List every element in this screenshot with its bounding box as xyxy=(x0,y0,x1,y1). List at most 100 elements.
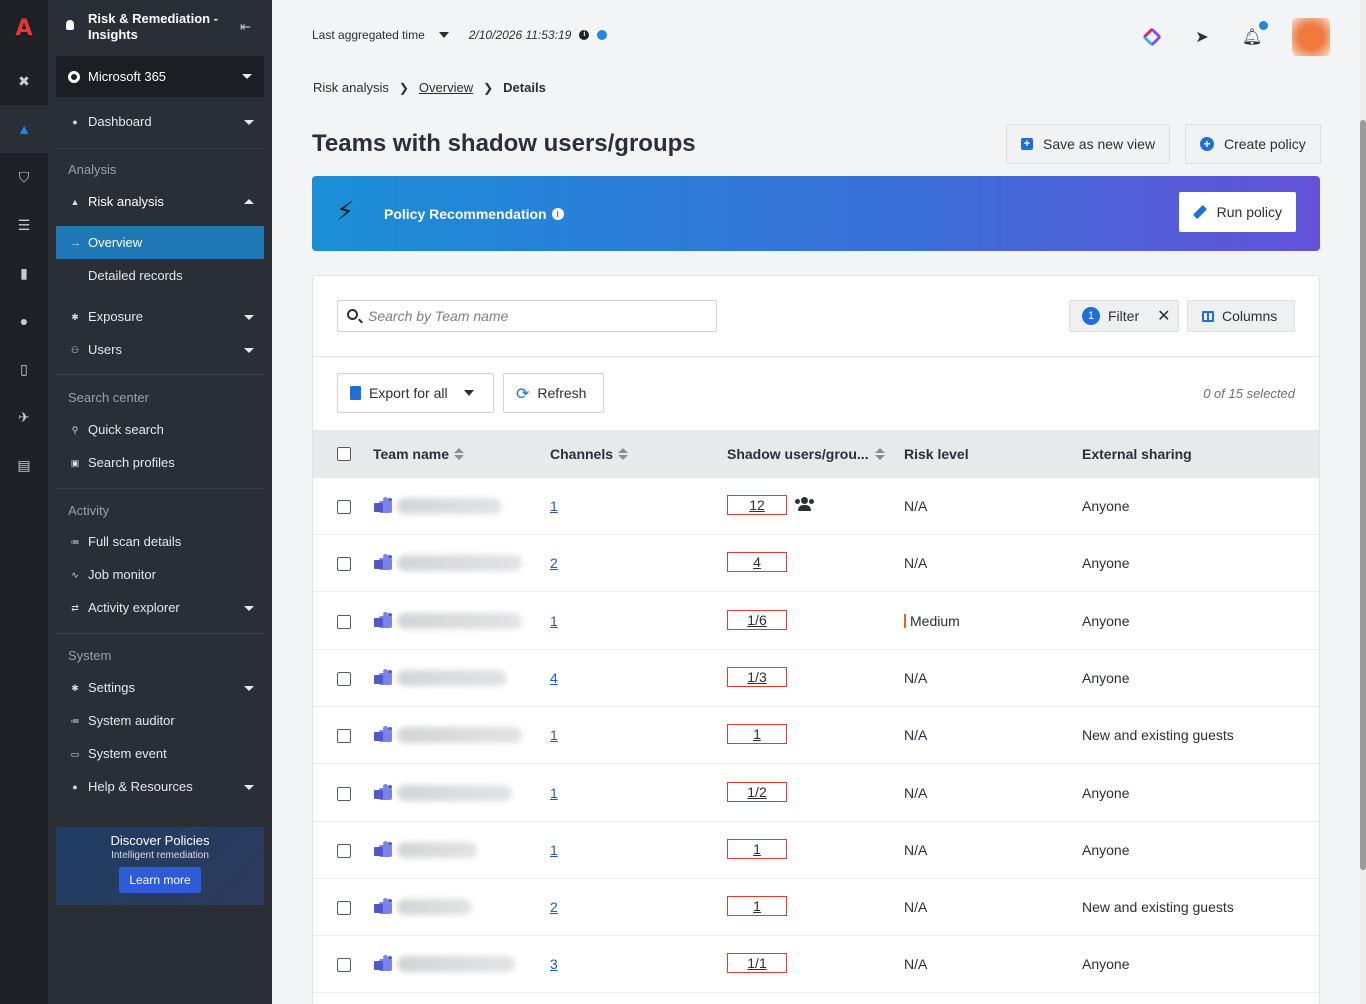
sidebar-item-dashboard[interactable]: ● Dashboard xyxy=(56,105,264,138)
shadow-users-link[interactable]: 12 xyxy=(727,495,787,515)
sidebar-item-full-scan-details[interactable]: ≔ Full scan details xyxy=(56,525,264,558)
sidebar-item-quick-search[interactable]: ⚲ Quick search xyxy=(56,413,264,446)
shadow-users-link[interactable]: 1 xyxy=(727,896,787,917)
document-icon[interactable]: ▯ xyxy=(20,360,28,377)
table-row[interactable]: 3 1/1 N/A Anyone xyxy=(313,936,1319,994)
table-row[interactable]: 2 1 N/A New and existing guests xyxy=(313,879,1319,937)
row-checkbox[interactable] xyxy=(337,843,351,858)
team-name-redacted[interactable] xyxy=(397,784,512,801)
collapse-sidebar-icon[interactable]: ⇤ xyxy=(240,19,251,34)
table-row[interactable]: 1 12 N/A Anyone xyxy=(313,478,1319,535)
shadow-users-link[interactable]: 1/2 xyxy=(727,781,787,802)
team-name-redacted[interactable] xyxy=(397,727,522,744)
team-name-redacted[interactable] xyxy=(397,612,522,629)
group-icon[interactable] xyxy=(795,497,815,511)
column-team-name[interactable]: Team name xyxy=(373,446,464,462)
scrollbar[interactable] xyxy=(1360,0,1366,1004)
report-icon[interactable]: ▤ xyxy=(17,456,31,473)
team-name-redacted[interactable] xyxy=(397,669,507,686)
row-checkbox[interactable] xyxy=(337,901,351,916)
row-checkbox[interactable] xyxy=(337,614,351,629)
refresh-button[interactable]: ⟳ Refresh xyxy=(503,373,604,413)
select-all-checkbox[interactable] xyxy=(337,447,351,461)
sidebar-item-search-profiles[interactable]: ▣ Search profiles xyxy=(56,446,264,479)
table-row[interactable]: 1 1 N/A New and existing guests xyxy=(313,707,1319,765)
team-name-redacted[interactable] xyxy=(397,956,515,973)
row-checkbox[interactable] xyxy=(337,500,351,514)
info-icon[interactable]: i xyxy=(551,208,564,220)
table-row[interactable]: 4 1/3 N/A Anyone xyxy=(313,650,1319,707)
channels-link[interactable]: 1 xyxy=(550,841,558,858)
channels-link[interactable]: 2 xyxy=(550,555,558,572)
channels-link[interactable]: 4 xyxy=(550,669,558,686)
channels-link[interactable]: 1 xyxy=(550,727,558,744)
bell-icon[interactable]: 🔔︎ xyxy=(1242,21,1268,47)
team-name-redacted[interactable] xyxy=(397,555,522,572)
clock-icon[interactable] xyxy=(597,30,608,40)
sidebar-item-detailed-records[interactable]: Detailed records xyxy=(56,259,264,292)
create-policy-button[interactable]: + Create policy xyxy=(1185,124,1321,164)
sidebar-item-help-resources[interactable]: ● Help & Resources xyxy=(56,770,264,803)
channels-link[interactable]: 2 xyxy=(550,899,558,916)
column-channels[interactable]: Channels xyxy=(550,446,629,462)
shadow-users-link[interactable]: 1/3 xyxy=(727,666,787,687)
row-checkbox[interactable] xyxy=(337,557,351,572)
migration-icon[interactable]: ✈ xyxy=(18,408,30,425)
app-logo-icon[interactable]: A xyxy=(15,15,33,41)
sidebar-item-settings[interactable]: ✱ Settings xyxy=(56,671,264,704)
team-name-redacted[interactable] xyxy=(397,841,477,858)
sort-icon[interactable] xyxy=(618,448,629,460)
tenant-selector[interactable]: Microsoft 365 xyxy=(56,56,264,97)
row-checkbox[interactable] xyxy=(337,786,351,801)
export-for-all-button[interactable]: Export for all xyxy=(337,373,494,413)
sidebar-item-exposure[interactable]: ✱ Exposure xyxy=(56,300,264,333)
sidebar-item-system-auditor[interactable]: ≔ System auditor xyxy=(56,704,264,737)
channels-link[interactable]: 1 xyxy=(550,612,558,629)
sort-icon[interactable] xyxy=(875,448,885,460)
sidebar-item-system-event[interactable]: ▭ System event xyxy=(56,737,264,770)
avatar[interactable] xyxy=(1292,18,1330,56)
insights-icon[interactable]: ▲ xyxy=(0,105,48,153)
table-row[interactable]: 1 1/6 Medium Anyone xyxy=(313,593,1319,650)
table-row[interactable]: 1 1 N/A Anyone xyxy=(313,822,1319,879)
sidebar-item-overview[interactable]: → Overview xyxy=(56,226,264,259)
clear-filter-icon[interactable]: ✕ xyxy=(1157,308,1171,325)
sidebar-item-activity-explorer[interactable]: ⇄ Activity explorer xyxy=(56,591,264,624)
building-icon[interactable]: ▮ xyxy=(20,264,28,281)
team-name-redacted[interactable] xyxy=(397,498,502,514)
shield-icon[interactable]: ⛉ xyxy=(18,168,30,185)
breadcrumb-overview-link[interactable]: Overview xyxy=(418,80,474,95)
sidebar-item-job-monitor[interactable]: ∿ Job monitor xyxy=(56,558,264,591)
table-row[interactable]: 2 4 N/A Anyone xyxy=(313,535,1319,593)
channels-link[interactable]: 3 xyxy=(550,956,558,973)
copilot-icon[interactable] xyxy=(1142,27,1162,47)
search-input[interactable]: Search by Team name xyxy=(337,300,717,332)
sort-icon[interactable] xyxy=(454,448,464,460)
column-shadow-users[interactable]: Shadow users/grou... xyxy=(727,446,887,462)
columns-button[interactable]: Columns xyxy=(1187,300,1295,332)
chat-icon[interactable]: ● xyxy=(19,313,29,329)
shadow-users-link[interactable]: 4 xyxy=(727,552,787,573)
row-checkbox[interactable] xyxy=(337,729,351,744)
team-name-redacted[interactable] xyxy=(397,899,472,916)
chevron-down-icon[interactable] xyxy=(438,32,449,38)
info-icon[interactable]: i xyxy=(579,30,590,40)
table-row[interactable]: 1 1/2 N/A Anyone xyxy=(313,765,1319,822)
learn-more-button[interactable]: Learn more xyxy=(119,867,201,893)
channels-link[interactable]: 1 xyxy=(550,498,558,514)
scrollbar-thumb[interactable] xyxy=(1360,120,1366,870)
shadow-users-link[interactable]: 1/6 xyxy=(727,609,787,630)
breadcrumb-root[interactable]: Risk analysis xyxy=(313,80,389,95)
shadow-users-link[interactable]: 1 xyxy=(727,724,787,745)
send-icon[interactable]: ➤ xyxy=(1195,29,1209,46)
channels-link[interactable]: 1 xyxy=(550,784,558,801)
filter-button[interactable]: 1 Filter ✕ xyxy=(1069,300,1179,332)
sidebar-item-users[interactable]: ⚇ Users xyxy=(56,333,264,366)
save-as-new-view-button[interactable]: + Save as new view xyxy=(1006,124,1171,164)
database-icon[interactable]: ☰ xyxy=(17,216,31,233)
shadow-users-link[interactable]: 1 xyxy=(727,838,787,859)
row-checkbox[interactable] xyxy=(337,958,351,973)
sidebar-item-risk-analysis[interactable]: ▲ Risk analysis xyxy=(56,185,264,218)
shadow-users-link[interactable]: 1/1 xyxy=(727,953,787,974)
tools-icon[interactable]: ✖ xyxy=(18,72,30,89)
